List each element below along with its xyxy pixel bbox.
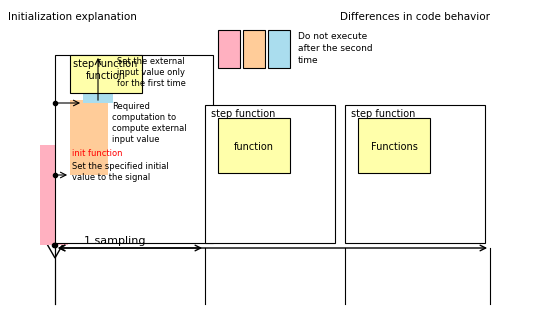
- Text: Differences in code behavior: Differences in code behavior: [340, 12, 490, 22]
- Bar: [345, 105, 485, 243]
- Text: compute external: compute external: [112, 124, 186, 133]
- Text: for the first time: for the first time: [117, 79, 186, 88]
- Bar: [205, 105, 335, 243]
- Text: Do not execute: Do not execute: [298, 32, 367, 41]
- Text: step function: step function: [351, 109, 415, 119]
- Text: Set the external: Set the external: [117, 57, 185, 66]
- Text: after the second: after the second: [298, 44, 373, 53]
- Text: Set the specified initial: Set the specified initial: [72, 162, 169, 171]
- Text: function: function: [86, 71, 126, 81]
- Bar: [55, 55, 213, 243]
- Text: function: function: [234, 142, 274, 152]
- Bar: [70, 100, 108, 175]
- Text: computation to: computation to: [112, 113, 176, 122]
- Text: 1 sampling: 1 sampling: [84, 236, 146, 246]
- Text: time: time: [298, 56, 319, 65]
- Text: init function: init function: [72, 149, 122, 158]
- Text: Initialization explanation: Initialization explanation: [8, 12, 137, 22]
- Text: Functions: Functions: [371, 142, 417, 152]
- Bar: [218, 118, 290, 173]
- Text: step function: step function: [73, 59, 137, 69]
- Bar: [243, 30, 265, 68]
- Bar: [40, 145, 68, 245]
- Text: step function: step function: [211, 109, 275, 119]
- Bar: [83, 55, 113, 103]
- Text: input value only: input value only: [117, 68, 185, 77]
- Text: Required: Required: [112, 102, 150, 111]
- Text: value to the signal: value to the signal: [72, 173, 150, 182]
- Text: input value: input value: [112, 135, 159, 144]
- Bar: [268, 30, 290, 68]
- Bar: [70, 55, 142, 93]
- Bar: [218, 30, 240, 68]
- Bar: [358, 118, 430, 173]
